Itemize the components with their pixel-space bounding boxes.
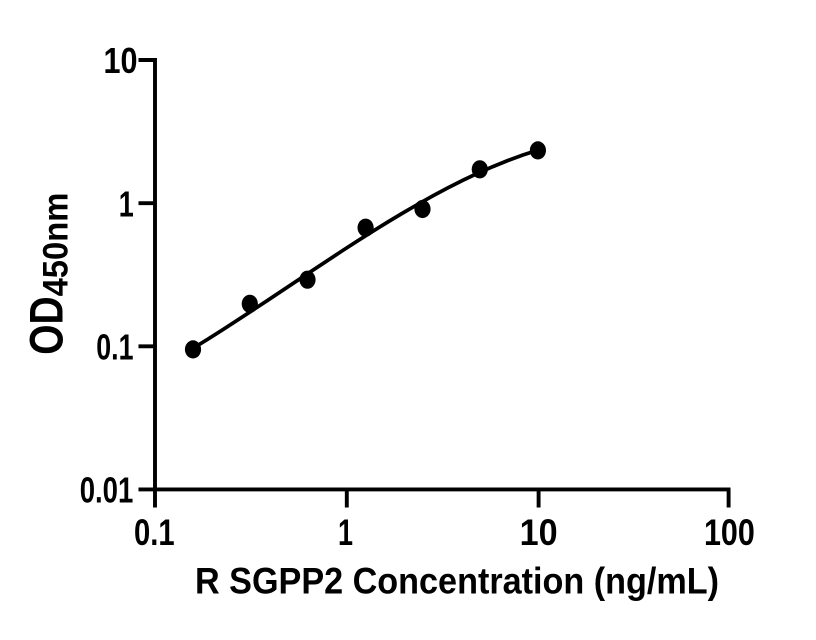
svg-text:100: 100 [704, 511, 755, 553]
svg-text:0.01: 0.01 [80, 471, 134, 511]
svg-text:1: 1 [338, 511, 353, 553]
svg-text:0.1: 0.1 [134, 511, 175, 553]
svg-text:0.1: 0.1 [96, 327, 133, 367]
svg-text:1: 1 [119, 184, 134, 224]
svg-text:OD450nm: OD450nm [19, 193, 75, 355]
svg-text:R SGPP2 Concentration (ng/mL): R SGPP2 Concentration (ng/mL) [195, 560, 719, 602]
svg-text:10: 10 [520, 511, 558, 553]
svg-text:10: 10 [104, 41, 138, 81]
